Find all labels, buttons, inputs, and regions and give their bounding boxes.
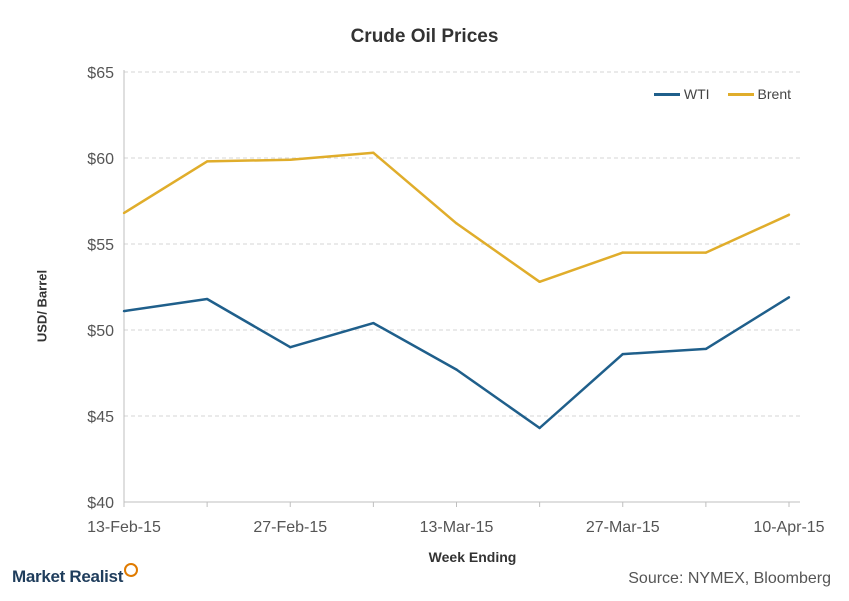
data-point-wti — [538, 426, 541, 430]
series-line-wti — [123, 296, 790, 430]
y-tick-label: $65 — [87, 65, 114, 82]
data-point-brent — [205, 160, 209, 163]
legend-item-brent: Brent — [727, 86, 791, 102]
legend-label-wti: WTI — [683, 86, 710, 102]
data-point-wti — [289, 346, 292, 349]
data-point-wti — [704, 347, 708, 351]
y-tick-label: $45 — [87, 409, 114, 426]
data-point-brent — [372, 151, 375, 155]
legend-swatch-wti — [653, 92, 680, 96]
data-point-wti — [372, 321, 375, 325]
data-point-wti — [787, 296, 791, 299]
data-point-brent — [289, 158, 292, 161]
data-point-wti — [205, 297, 209, 301]
x-tick-label: 27-Mar-15 — [586, 519, 660, 536]
data-point-wti — [455, 368, 458, 371]
y-tick-label: $40 — [87, 495, 114, 512]
data-point-brent — [538, 280, 541, 284]
data-point-brent — [704, 251, 708, 254]
x-tick-label: 10-Apr-15 — [753, 519, 824, 536]
y-tick-label: $50 — [87, 323, 114, 340]
chart-title: Crude Oil Prices — [350, 26, 499, 47]
source-note: Source: NYMEX, Bloomberg — [628, 570, 831, 587]
y-tick-label: $55 — [87, 237, 114, 254]
x-tick-label: 13-Feb-15 — [87, 519, 161, 536]
series-line-brent — [123, 151, 790, 284]
market-realist-logo: Market Realist — [12, 563, 139, 587]
legend-label-brent: Brent — [757, 86, 791, 102]
magnifier-icon — [124, 563, 139, 577]
data-point-wti — [122, 309, 126, 313]
data-point-brent — [787, 213, 791, 216]
data-point-brent — [455, 222, 458, 225]
legend-swatch-brent — [727, 92, 754, 96]
legend-item-wti: WTI — [653, 86, 710, 102]
data-point-brent — [122, 211, 126, 215]
x-tick-label: 13-Mar-15 — [420, 519, 494, 536]
legend: WTI Brent — [653, 86, 791, 102]
x-tick-label: 27-Feb-15 — [253, 519, 327, 536]
data-point-wti — [621, 352, 624, 356]
y-tick-label: $60 — [87, 151, 114, 168]
data-point-brent — [621, 251, 624, 254]
x-axis-label: Week Ending — [428, 549, 517, 565]
